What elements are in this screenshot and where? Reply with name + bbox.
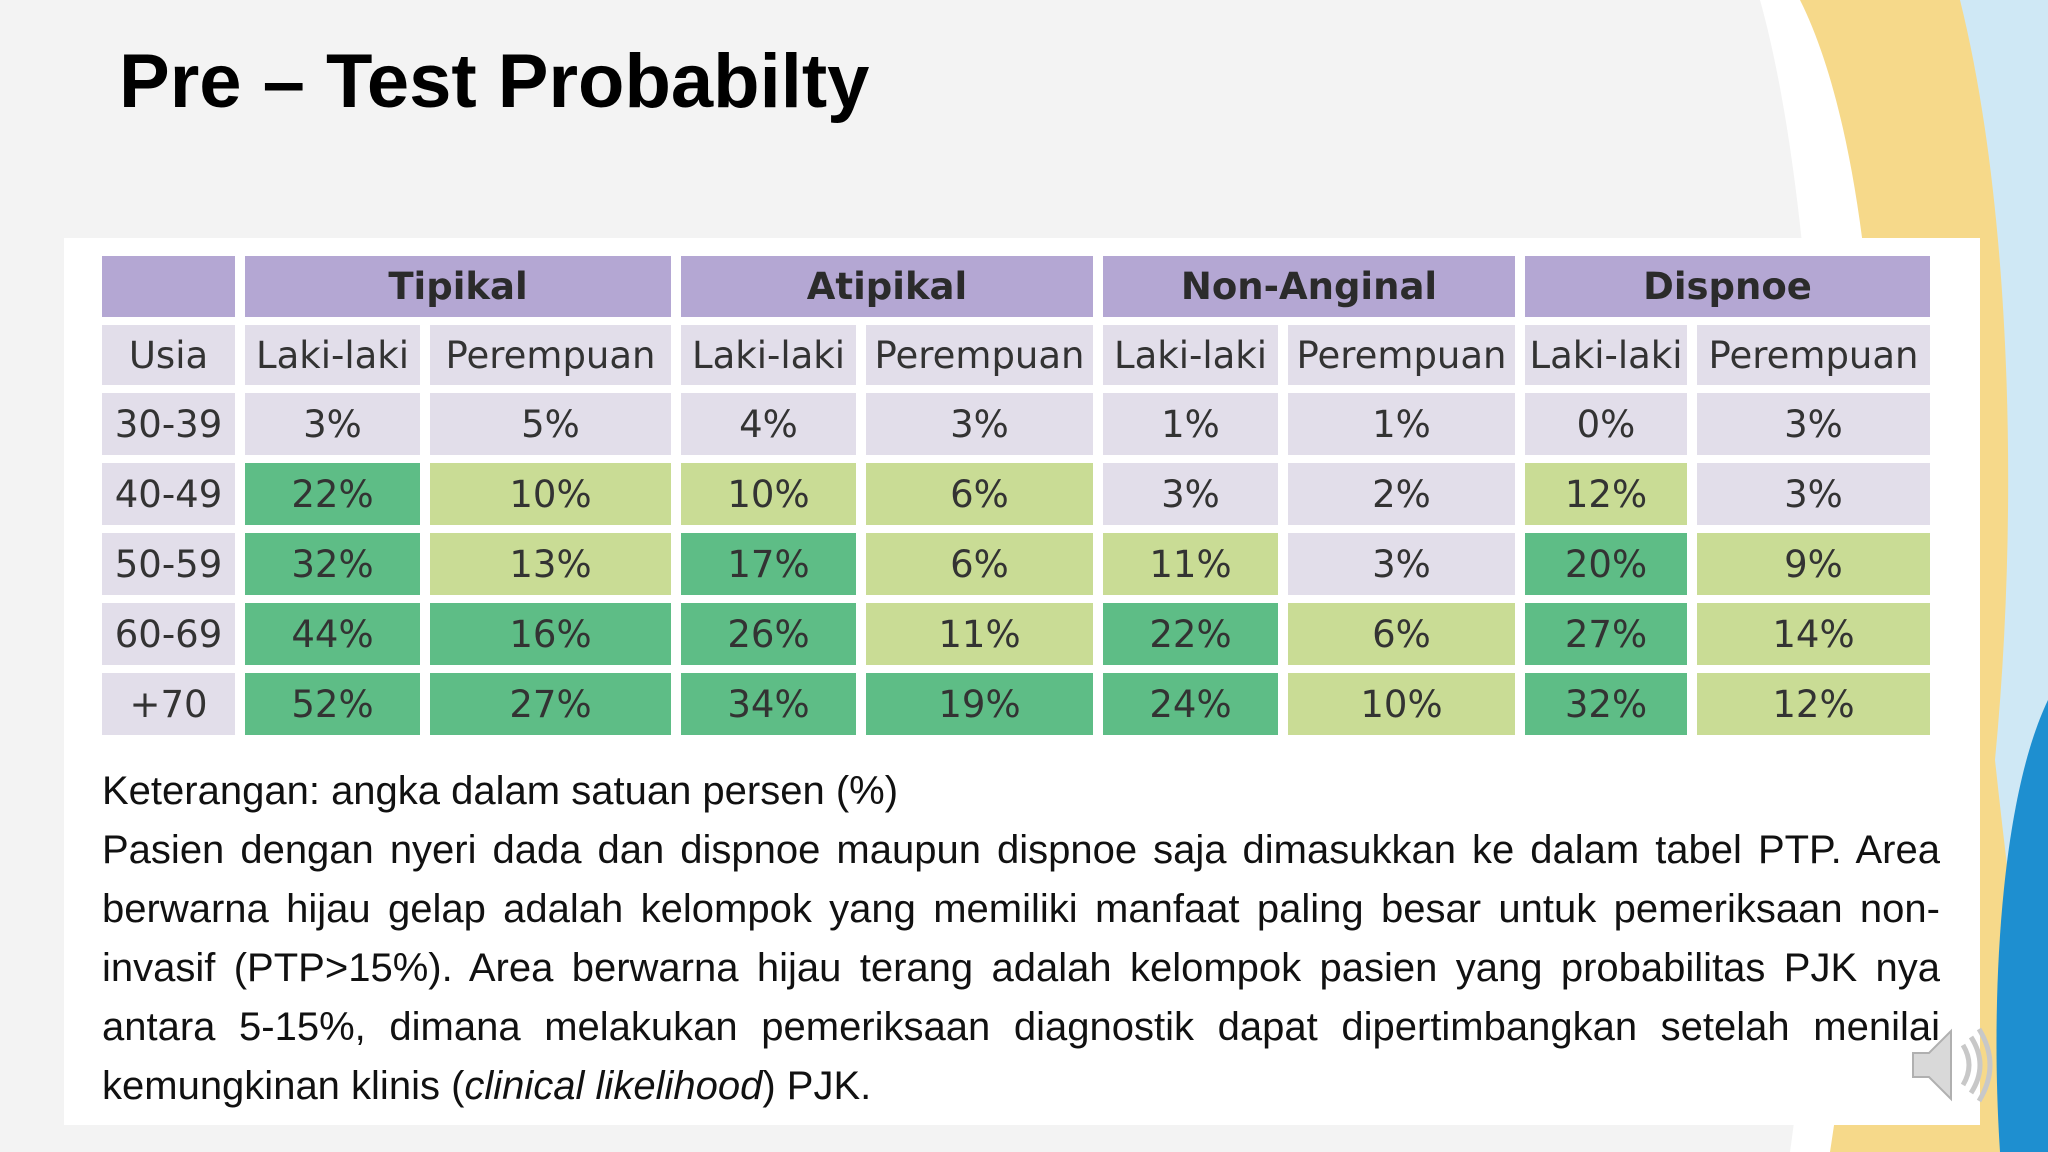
value-cell: 32% — [245, 533, 420, 595]
value-cell: 52% — [245, 673, 420, 735]
age-cell: 30-39 — [102, 393, 235, 455]
column-header: Perempuan — [1697, 325, 1930, 385]
value-cell: 4% — [681, 393, 856, 455]
caption: Keterangan: angka dalam satuan persen (%… — [102, 769, 899, 813]
column-header: Perempuan — [1288, 325, 1515, 385]
paragraph-emphasis: clinical likelihood — [464, 1064, 763, 1108]
age-cell: 50-59 — [102, 533, 235, 595]
value-cell: 14% — [1697, 603, 1930, 665]
age-cell: 60-69 — [102, 603, 235, 665]
group-header: Atipikal — [681, 256, 1093, 317]
value-cell: 13% — [430, 533, 671, 595]
value-cell: 5% — [430, 393, 671, 455]
value-cell: 22% — [245, 463, 420, 525]
value-cell: 6% — [1288, 603, 1515, 665]
header-corner — [102, 256, 235, 317]
value-cell: 1% — [1103, 393, 1278, 455]
value-cell: 0% — [1525, 393, 1687, 455]
value-cell: 32% — [1525, 673, 1687, 735]
group-header: Dispnoe — [1525, 256, 1930, 317]
value-cell: 27% — [430, 673, 671, 735]
value-cell: 12% — [1697, 673, 1930, 735]
paragraph-text: Pasien dengan nyeri dada dan dispnoe mau… — [102, 828, 1940, 1108]
column-header: Usia — [102, 325, 235, 385]
value-cell: 20% — [1525, 533, 1687, 595]
sound-waves[interactable] — [1960, 1027, 1993, 1103]
value-cell: 3% — [1103, 463, 1278, 525]
speaker[interactable] — [1912, 1028, 1952, 1102]
slide-title: Pre – Test Probabilty — [119, 39, 870, 124]
group-header: Tipikal — [245, 256, 671, 317]
bg-curve-blue — [1996, 700, 2048, 1152]
value-cell: 9% — [1697, 533, 1930, 595]
value-cell: 3% — [245, 393, 420, 455]
group-header: Non-Anginal — [1103, 256, 1515, 317]
value-cell: 3% — [1288, 533, 1515, 595]
column-header: Laki-laki — [1525, 325, 1687, 385]
value-cell: 44% — [245, 603, 420, 665]
value-cell: 22% — [1103, 603, 1278, 665]
age-cell: +70 — [102, 673, 235, 735]
age-cell: 40-49 — [102, 463, 235, 525]
column-header: Perempuan — [430, 325, 671, 385]
value-cell: 2% — [1288, 463, 1515, 525]
value-cell: 6% — [866, 463, 1093, 525]
value-cell: 3% — [1697, 463, 1930, 525]
value-cell: 16% — [430, 603, 671, 665]
value-cell: 10% — [681, 463, 856, 525]
value-cell: 10% — [430, 463, 671, 525]
value-cell: 19% — [866, 673, 1093, 735]
value-cell: 34% — [681, 673, 856, 735]
value-cell: 10% — [1288, 673, 1515, 735]
value-cell: 26% — [681, 603, 856, 665]
value-cell: 11% — [1103, 533, 1278, 595]
ptp-table: Tipikal Atipikal Non-Anginal Dispnoe Usia Lak… — [102, 256, 1930, 735]
paragraph: Pasien dengan nyeri dada dan dispnoe mau… — [102, 821, 1940, 1116]
value-cell: 12% — [1525, 463, 1687, 525]
value-cell: 3% — [866, 393, 1093, 455]
column-header: Laki-laki — [245, 325, 420, 385]
value-cell: 1% — [1288, 393, 1515, 455]
value-cell: 6% — [866, 533, 1093, 595]
value-cell: 27% — [1525, 603, 1687, 665]
value-cell: 11% — [866, 603, 1093, 665]
column-header: Laki-laki — [681, 325, 856, 385]
value-cell: 3% — [1697, 393, 1930, 455]
audio-icon[interactable] — [1905, 1015, 1995, 1110]
column-header: Laki-laki — [1103, 325, 1278, 385]
column-header: Perempuan — [866, 325, 1093, 385]
value-cell: 24% — [1103, 673, 1278, 735]
value-cell: 17% — [681, 533, 856, 595]
paragraph-text: ) PJK. — [762, 1064, 872, 1108]
notes: Keterangan: angka dalam satuan persen (%… — [102, 762, 1940, 1116]
